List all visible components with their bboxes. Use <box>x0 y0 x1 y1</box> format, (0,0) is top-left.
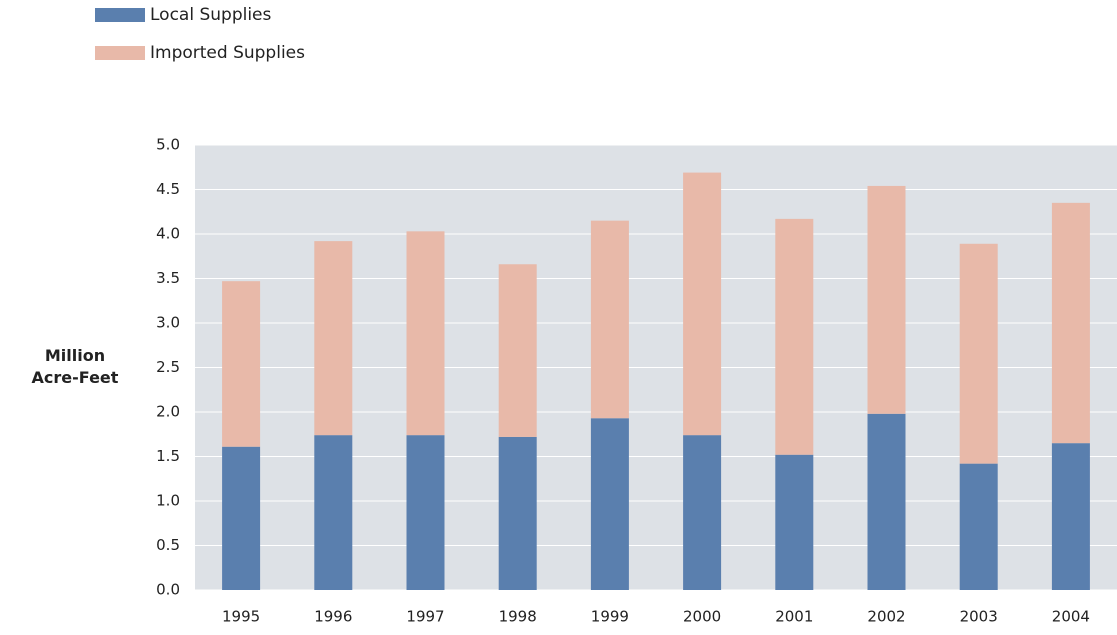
bar-segment <box>683 435 722 590</box>
bar-segment <box>1051 202 1090 444</box>
x-tick-label: 2004 <box>1052 608 1090 626</box>
y-tick-label: 3.5 <box>156 269 180 287</box>
x-tick-label: 1995 <box>222 608 260 626</box>
bar-segment <box>959 463 998 590</box>
x-tick-label: 2003 <box>960 608 998 626</box>
bar-segment <box>498 436 537 590</box>
legend-swatch <box>95 46 145 60</box>
x-tick-label: 2002 <box>867 608 905 626</box>
bar-segment <box>867 185 906 414</box>
y-tick-label: 0.5 <box>156 536 180 554</box>
x-tick-label: 1996 <box>314 608 352 626</box>
y-tick-label: 2.5 <box>156 358 180 376</box>
bar-segment <box>775 454 814 590</box>
bar-segment <box>590 418 629 590</box>
y-tick-label: 1.5 <box>156 447 180 465</box>
bar-segment <box>590 220 629 419</box>
legend-swatch <box>95 8 145 22</box>
bar-segment <box>498 264 537 437</box>
x-tick-label: 2000 <box>683 608 721 626</box>
bar-segment <box>222 281 261 447</box>
y-tick-label: 2.0 <box>156 403 180 421</box>
y-tick-label: 0.0 <box>156 581 180 599</box>
y-tick-label: 4.5 <box>156 180 180 198</box>
x-tick-label: 1997 <box>406 608 444 626</box>
bar-segment <box>683 172 722 436</box>
bar-segment <box>775 218 814 455</box>
x-tick-label: 2001 <box>775 608 813 626</box>
y-tick-label: 5.0 <box>156 136 180 154</box>
y-tick-label: 3.0 <box>156 314 180 332</box>
bar-segment <box>314 241 353 436</box>
bar-segment <box>406 231 445 436</box>
legend-label: Imported Supplies <box>150 43 305 63</box>
y-axis-label: Million Acre-Feet <box>31 346 119 387</box>
bar-segment <box>1051 443 1090 590</box>
bar-segment <box>222 446 261 590</box>
bar-segment <box>406 435 445 590</box>
bar-segment <box>867 413 906 590</box>
x-tick-label: 1998 <box>499 608 537 626</box>
bar-segment <box>959 243 998 464</box>
y-tick-label: 4.0 <box>156 225 180 243</box>
legend-label: Local Supplies <box>150 5 272 25</box>
x-tick-label: 1999 <box>591 608 629 626</box>
y-tick-label: 1.0 <box>156 492 180 510</box>
bar-segment <box>314 435 353 590</box>
